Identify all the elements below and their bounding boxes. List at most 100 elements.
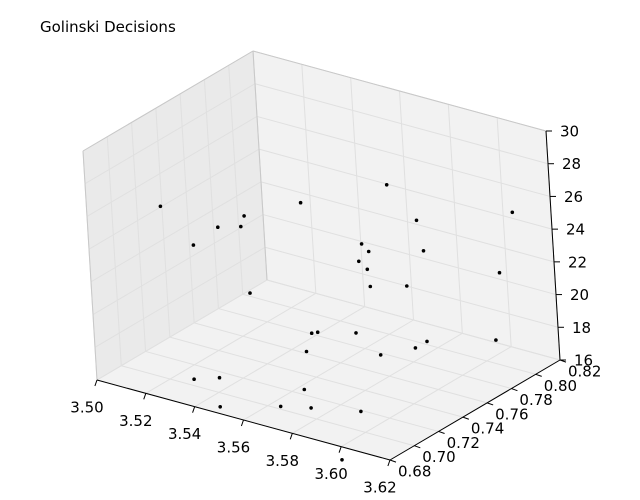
x-tick-label: 3.62 — [363, 479, 396, 497]
grid-line-y-left — [179, 93, 195, 323]
grid-line-x-back — [496, 117, 512, 347]
z-tick-label: 22 — [568, 253, 587, 271]
y-tick — [462, 416, 470, 420]
data-point — [510, 210, 515, 215]
grid-line-x-floor — [243, 319, 414, 421]
left-wall-pane — [83, 51, 267, 380]
grid-line-x-floor — [194, 306, 365, 408]
y-tick — [535, 373, 542, 377]
pane-edge-left-front — [82, 150, 98, 381]
y-tick-label: 0.78 — [519, 391, 552, 409]
data-point — [298, 200, 303, 205]
data-point — [365, 267, 370, 272]
data-point — [414, 218, 419, 223]
z-tick-label: 24 — [566, 221, 585, 239]
x-tick — [192, 406, 196, 413]
data-point — [413, 346, 418, 350]
z-tick-label: 16 — [574, 352, 593, 370]
pane-edge-corner — [252, 50, 268, 281]
y-tick — [414, 445, 421, 449]
grid-line-z-left — [86, 115, 258, 217]
data-point — [216, 225, 220, 229]
grid-line-x-back — [447, 104, 463, 334]
data-point — [315, 330, 320, 335]
grid-line-z-back — [258, 148, 553, 230]
z-tick-label: 20 — [570, 286, 589, 304]
grid-line-z-left — [92, 214, 264, 316]
grid-line-x-back — [350, 77, 366, 307]
grid-line-z-back — [254, 83, 549, 165]
y-tick-label: 0.72 — [447, 434, 480, 452]
y-tick — [389, 459, 397, 463]
pane-edge-left-top — [82, 50, 254, 152]
y-tick — [438, 430, 445, 435]
grid-line-x-back — [399, 90, 414, 321]
chart-title: Golinski Decisions — [40, 18, 176, 36]
grid-line-x-floor — [340, 346, 512, 448]
data-point — [366, 249, 371, 254]
pane-edge-back-top — [252, 50, 547, 132]
grid-line-z-left — [88, 148, 260, 250]
grid-lines — [82, 50, 561, 461]
data-point — [242, 214, 246, 218]
data-point — [357, 259, 361, 264]
grid-line-y-left — [155, 108, 171, 338]
grid-line-y-floor — [218, 308, 512, 390]
data-point — [309, 331, 314, 336]
data-point — [218, 405, 222, 409]
x-tick-label: 3.60 — [314, 465, 347, 483]
data-point — [378, 353, 383, 357]
grid-line-x-floor — [145, 292, 317, 394]
data-point — [421, 249, 426, 253]
x-tick-label: 3.56 — [217, 439, 250, 457]
data-point — [192, 377, 196, 382]
grid-line-y-left — [203, 79, 219, 309]
x-tick — [387, 459, 391, 467]
data-point — [340, 458, 344, 462]
grid-line-x-floor — [292, 332, 463, 434]
y-tick-label: 0.76 — [495, 405, 528, 423]
data-point — [425, 339, 429, 344]
data-point — [302, 387, 307, 392]
grid-line-y-floor — [242, 293, 536, 375]
data-point — [191, 243, 196, 247]
y-tick — [486, 402, 494, 406]
data-point — [368, 284, 373, 289]
z-axis-line — [545, 130, 561, 361]
z-tick-label: 18 — [572, 319, 591, 337]
data-point — [354, 331, 358, 335]
y-tick — [511, 388, 518, 392]
grid-line-y-floor — [121, 365, 415, 447]
data-point — [359, 409, 363, 414]
y-tick-label: 0.80 — [544, 377, 577, 395]
axis-ticks: 3.50 3.52 3.54 3.56 3.58 3.60 3.620.680.700.72… — [70, 123, 601, 497]
x-tick — [289, 433, 293, 440]
data-point — [158, 204, 163, 209]
x-tick-label: 3.50 — [70, 399, 103, 417]
grid-line-z-left — [84, 83, 256, 185]
x-tick — [338, 446, 342, 453]
data-point — [497, 270, 502, 275]
grid-line-y-left — [131, 122, 147, 352]
axis-panes — [83, 51, 560, 460]
grid-line-z-left — [90, 181, 262, 283]
x-tick — [143, 393, 147, 400]
y-tick-label: 0.68 — [398, 463, 431, 481]
grid-line-z-back — [266, 279, 561, 361]
x-tick-label: 3.58 — [266, 452, 299, 470]
data-point — [309, 406, 313, 410]
y-tick-label: 0.82 — [568, 363, 601, 381]
grid-line-y-floor — [194, 322, 488, 404]
data-point — [384, 183, 389, 187]
data-point — [217, 375, 222, 380]
grid-line-x-back — [301, 64, 317, 294]
y-tick-label: 0.74 — [471, 420, 504, 438]
grid-line-z-back — [256, 115, 551, 197]
data-point — [359, 242, 364, 246]
z-tick-label: 28 — [562, 155, 581, 173]
data-point — [278, 404, 283, 409]
grid-line-z-left — [94, 246, 266, 348]
y-axis-line — [389, 359, 561, 461]
data-point — [239, 224, 243, 229]
